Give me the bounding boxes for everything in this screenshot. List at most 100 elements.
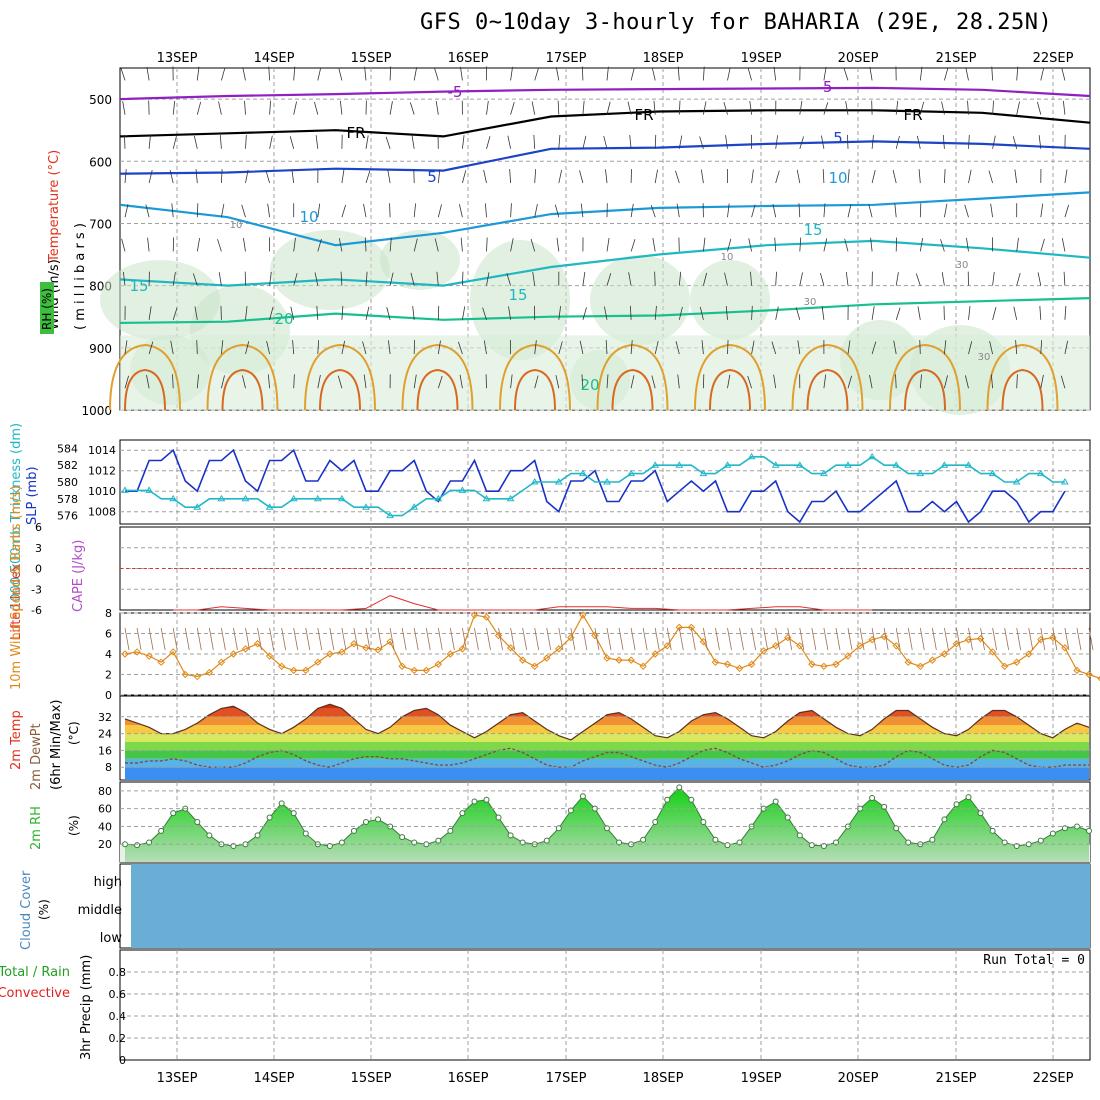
data-point xyxy=(494,631,503,640)
wind-barb xyxy=(895,135,900,149)
data-point xyxy=(567,633,575,642)
wind-barb xyxy=(148,306,152,320)
y-axis-label-unit: (°C) xyxy=(67,721,81,745)
data-point xyxy=(506,644,515,652)
chart-title: GFS 0~10day 3-hourly for BAHARIA (29E, 2… xyxy=(420,10,1053,35)
data-point xyxy=(217,494,226,502)
wind-barb xyxy=(317,340,320,355)
data-point xyxy=(446,650,455,658)
data-point xyxy=(1086,827,1092,834)
wind-barb xyxy=(146,374,150,389)
y-tick-label: 8 xyxy=(105,761,112,774)
wind-barb xyxy=(604,306,608,320)
data-point xyxy=(229,650,238,658)
cloud-row-label: low xyxy=(100,931,123,946)
data-point xyxy=(952,640,961,648)
wind-barb xyxy=(233,627,238,651)
wind-barb xyxy=(437,375,443,389)
wind-barb xyxy=(772,203,777,218)
wind-barb xyxy=(750,271,752,286)
wind-barb xyxy=(555,375,560,389)
temp-band xyxy=(125,758,1089,768)
wind-barb xyxy=(498,627,503,651)
data-point xyxy=(170,810,177,817)
x-tick-label-top: 22SEP xyxy=(1033,51,1074,66)
wind-barb xyxy=(147,237,150,252)
wind-barb xyxy=(847,627,853,651)
wind-barb xyxy=(329,627,335,651)
data-point xyxy=(133,648,141,656)
wind-barb xyxy=(944,67,949,81)
run-total: Run Total = 0 xyxy=(983,953,1085,968)
wind-barb xyxy=(1063,271,1066,286)
wind-barb xyxy=(291,169,295,184)
data-point xyxy=(603,478,611,485)
wind-barb xyxy=(823,66,827,81)
y-tick-label: 584 xyxy=(57,442,78,455)
wind-barb xyxy=(869,66,873,81)
wind-barb xyxy=(822,169,825,184)
wind-barb xyxy=(293,101,297,115)
data-point xyxy=(905,839,912,846)
wind-barb xyxy=(377,627,383,651)
wind-barb xyxy=(172,100,176,115)
isotherm-surface xyxy=(109,343,181,411)
wind-barb xyxy=(196,374,199,389)
wind-barb xyxy=(411,135,415,149)
wind-barb xyxy=(727,238,732,252)
wind-barb xyxy=(483,340,487,355)
wind-barb xyxy=(148,135,151,149)
wind-barb xyxy=(654,305,657,320)
wind-barb xyxy=(723,102,728,115)
rh-shading xyxy=(690,260,770,340)
wind-barb xyxy=(677,66,680,81)
wind-barb xyxy=(486,136,491,149)
wind-barb xyxy=(1064,627,1070,651)
data-point xyxy=(482,613,491,621)
wind-barb xyxy=(727,374,731,389)
data-point xyxy=(543,837,550,844)
wind-barb xyxy=(510,627,515,651)
wind-barb xyxy=(1088,627,1094,651)
y-tick-label: 24 xyxy=(98,728,112,741)
wind-barb xyxy=(434,238,439,252)
x-tick-label-bottom: 16SEP xyxy=(448,1071,489,1086)
wind-barb xyxy=(666,627,672,651)
wind-barb xyxy=(484,203,487,218)
contour-label: FR xyxy=(634,106,653,124)
wind-barb xyxy=(775,170,780,184)
wind-barb xyxy=(265,170,270,184)
rh-shading xyxy=(590,255,690,345)
data-point xyxy=(723,461,732,468)
wind-barb xyxy=(823,627,829,651)
wind-barb xyxy=(703,237,706,252)
wind-barb xyxy=(725,305,728,320)
wind-barb xyxy=(289,136,295,149)
wind-barb xyxy=(871,170,876,184)
y-tick-label: -3 xyxy=(31,583,42,596)
wind-barb xyxy=(630,375,635,389)
data-point xyxy=(470,611,479,619)
wind-barb xyxy=(172,627,178,651)
data-point xyxy=(964,461,973,468)
wind-barb xyxy=(1016,374,1018,389)
wind-barb xyxy=(799,237,802,252)
data-point xyxy=(784,633,792,642)
data-point xyxy=(254,832,261,839)
data-point xyxy=(121,650,129,658)
wind-barb xyxy=(606,374,609,389)
data-point xyxy=(193,503,202,510)
wind-barb xyxy=(747,375,752,389)
wind-barb xyxy=(727,627,732,651)
data-point xyxy=(977,810,984,817)
contour-label: 20 xyxy=(580,376,599,394)
wind-barb xyxy=(727,203,730,218)
contour-label: 15 xyxy=(803,221,822,239)
wind-barb xyxy=(314,272,319,286)
wind-barb xyxy=(775,306,779,320)
wind-barb xyxy=(462,306,466,320)
x-tick-label-top: 21SEP xyxy=(936,51,977,66)
wind-barb xyxy=(773,66,777,81)
data-point xyxy=(579,469,587,477)
isotherm-5 xyxy=(119,140,1091,175)
